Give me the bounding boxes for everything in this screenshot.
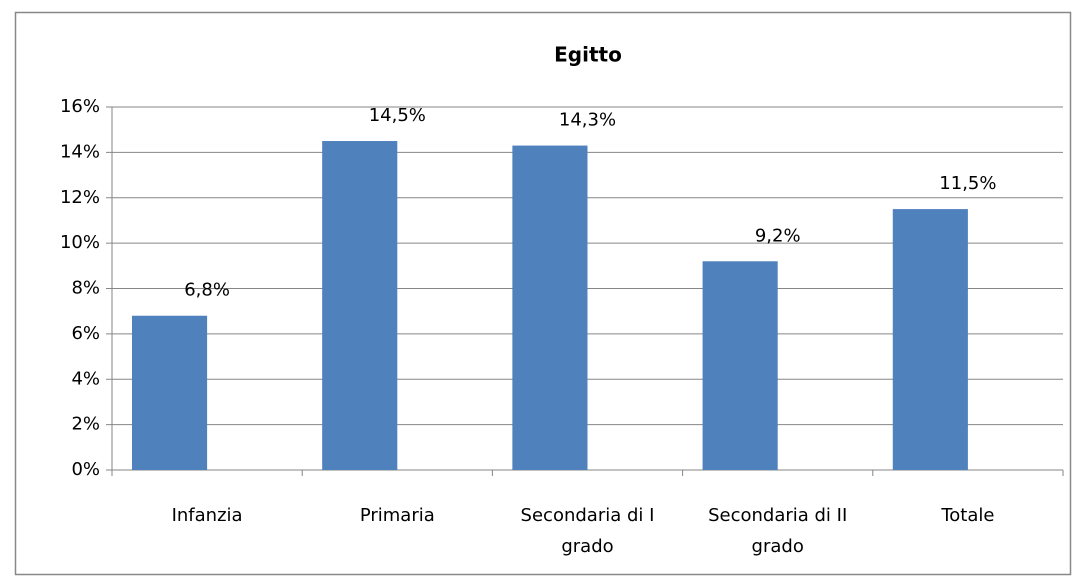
bar — [702, 261, 778, 470]
y-tick-label: 4% — [71, 368, 100, 389]
bar — [512, 145, 588, 470]
y-tick-label: 14% — [60, 141, 100, 162]
x-tick-label: Secondaria di I grado — [520, 505, 655, 557]
value-label: 11,5% — [939, 173, 996, 194]
y-tick-label: 16% — [60, 96, 100, 117]
x-tick-label: Infanzia — [171, 505, 243, 526]
value-label: 9,2% — [755, 225, 801, 246]
value-label: 6,8% — [184, 280, 230, 301]
bar — [892, 209, 968, 470]
x-tick-label: Primaria — [359, 505, 435, 526]
y-tick-label: 2% — [71, 414, 100, 435]
bar — [131, 315, 208, 470]
y-tick-label: 12% — [60, 187, 100, 208]
chart-title: Egitto — [554, 43, 622, 67]
bar — [322, 141, 398, 470]
y-tick-label: 8% — [71, 278, 100, 299]
value-label: 14,3% — [559, 110, 616, 131]
x-tick-label: Totale — [941, 505, 995, 526]
y-tick-label: 10% — [60, 232, 100, 253]
y-tick-label: 0% — [71, 459, 100, 480]
value-label: 14,5% — [369, 105, 426, 126]
y-tick-label: 6% — [71, 323, 100, 344]
x-tick-label: Secondaria di II grado — [708, 505, 848, 557]
